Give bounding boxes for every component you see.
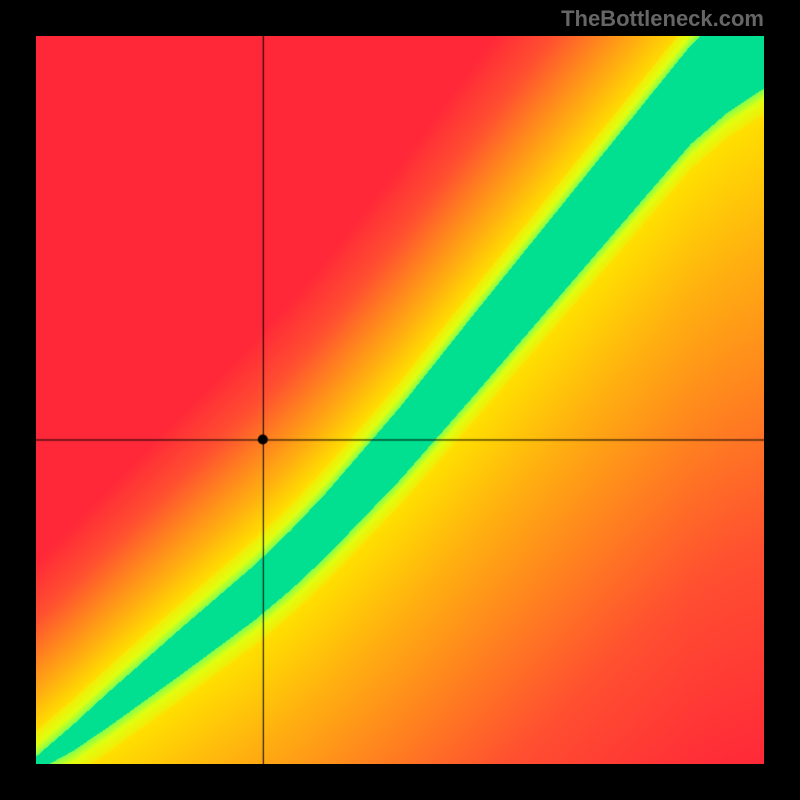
heatmap-canvas <box>36 36 764 764</box>
watermark-text: TheBottleneck.com <box>561 6 764 32</box>
heatmap-plot <box>36 36 764 764</box>
